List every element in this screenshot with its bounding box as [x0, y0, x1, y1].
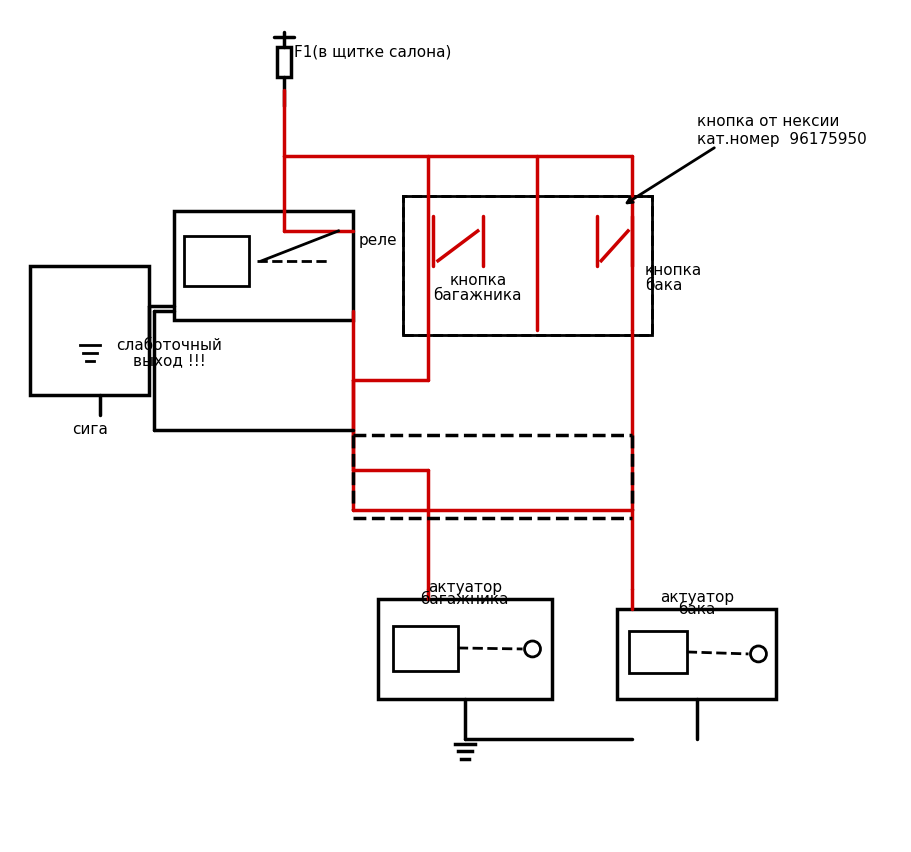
Bar [174, 211, 353, 320]
Bar [403, 196, 651, 336]
Bar [184, 236, 249, 285]
Text: кнопка: кнопка [448, 273, 506, 288]
Text: сига: сига [72, 423, 107, 437]
Text: реле: реле [358, 233, 396, 249]
Text: багажника: багажника [420, 591, 508, 607]
Bar [393, 626, 457, 671]
Text: бака: бака [644, 278, 681, 293]
Text: выход !!!: выход !!! [133, 353, 205, 368]
Text: багажника: багажника [433, 288, 521, 303]
Text: актуатор: актуатор [427, 579, 501, 595]
Text: кнопка: кнопка [644, 263, 701, 279]
Text: кат.номер  96175950: кат.номер 96175950 [696, 132, 865, 147]
Bar [30, 266, 149, 395]
Bar [403, 196, 651, 336]
Text: актуатор: актуатор [659, 590, 733, 605]
Text: F1(в щитке салона): F1(в щитке салона) [293, 44, 451, 60]
Text: кнопка от нексии: кнопка от нексии [696, 114, 838, 129]
Bar [617, 609, 775, 699]
Text: слаботочный: слаботочный [116, 338, 222, 353]
Bar [378, 599, 552, 699]
Bar [629, 631, 686, 673]
Text: бака: бака [677, 602, 714, 617]
Bar [276, 47, 291, 77]
